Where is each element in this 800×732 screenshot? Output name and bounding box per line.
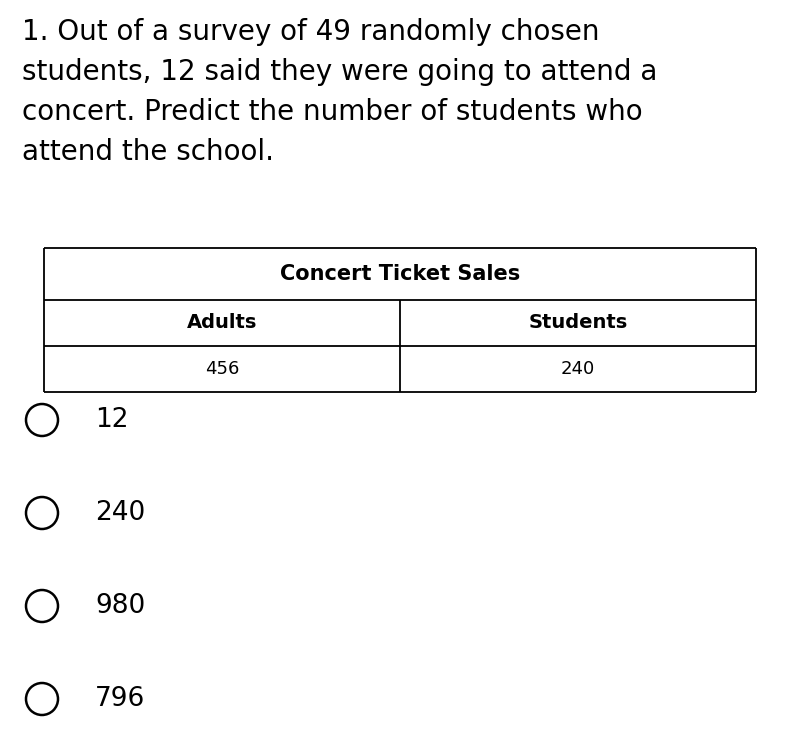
Text: Concert Ticket Sales: Concert Ticket Sales: [280, 264, 520, 284]
Text: Students: Students: [528, 313, 628, 332]
Text: 980: 980: [95, 593, 146, 619]
Text: 240: 240: [95, 500, 146, 526]
Text: 12: 12: [95, 407, 129, 433]
Text: 796: 796: [95, 686, 146, 712]
Text: Adults: Adults: [187, 313, 257, 332]
Text: 456: 456: [205, 360, 239, 378]
Text: 240: 240: [561, 360, 595, 378]
Text: 1. Out of a survey of 49 randomly chosen
students, 12 said they were going to at: 1. Out of a survey of 49 randomly chosen…: [22, 18, 658, 166]
